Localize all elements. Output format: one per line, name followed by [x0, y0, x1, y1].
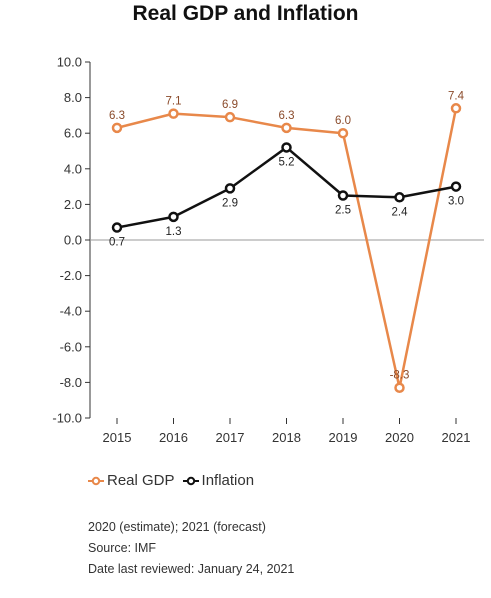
y-tick-label: -6.0 — [60, 339, 82, 354]
data-label-inflation: 0.7 — [109, 237, 125, 249]
inflation-legend-marker-icon — [182, 476, 199, 485]
x-tick-label: 2016 — [159, 430, 188, 445]
data-label-real-gdp: 6.9 — [222, 99, 238, 111]
y-tick-label: 4.0 — [64, 161, 82, 176]
y-tick-label: -10.0 — [52, 411, 82, 426]
data-label-real-gdp: 6.0 — [335, 115, 351, 127]
legend-label-real-gdp: Real GDP — [107, 472, 175, 489]
data-label-real-gdp: 7.1 — [166, 96, 182, 108]
note-estimate: 2020 (estimate); 2021 (forecast) — [88, 520, 266, 534]
data-label-inflation: 5.2 — [279, 156, 295, 168]
data-label-real-gdp: 7.4 — [448, 90, 465, 102]
line-chart: 10.0 8.0 6.0 4.0 2.0 0.0 -2.0 -4.0 -6.0 -8.0 -10.0… — [52, 55, 484, 445]
data-label-inflation: 2.5 — [335, 205, 351, 217]
data-point-real-gdp — [224, 111, 236, 123]
x-tick-label: 2018 — [272, 430, 301, 445]
data-label-inflation: 2.9 — [222, 197, 238, 209]
data-point-inflation — [394, 192, 405, 203]
data-point-inflation — [281, 142, 292, 153]
x-tick-label: 2021 — [442, 430, 471, 445]
data-point-inflation — [337, 190, 349, 201]
data-label-real-gdp: 6.3 — [109, 110, 125, 122]
data-point-real-gdp — [450, 103, 462, 114]
legend-label-inflation: Inflation — [201, 472, 255, 489]
y-tick-label: 2.0 — [64, 197, 82, 212]
x-tick-label: 2017 — [216, 430, 245, 445]
chart-notes: 2020 (estimate); 2021 (forecast) Source:… — [88, 517, 294, 580]
data-label-real-gdp: 6.3 — [279, 110, 295, 122]
data-point-inflation — [224, 183, 236, 194]
data-point-inflation — [111, 222, 123, 233]
data-label-real-gdp: -8.3 — [390, 370, 410, 382]
data-point-real-gdp — [111, 122, 123, 134]
x-tick-label: 2015 — [103, 430, 132, 445]
real-gdp-legend-marker-icon — [88, 476, 104, 485]
y-tick-label: 6.0 — [64, 126, 82, 141]
y-tick-label: -8.0 — [60, 375, 82, 390]
data-point-real-gdp — [281, 122, 292, 134]
note-date-reviewed: Date last reviewed: January 24, 2021 — [88, 562, 295, 576]
data-label-inflation: 2.4 — [392, 206, 409, 218]
y-tick-label: -2.0 — [60, 268, 82, 283]
y-tick-label: 8.0 — [64, 90, 82, 105]
y-tick-label: -4.0 — [60, 304, 82, 319]
data-point-inflation — [168, 211, 179, 223]
data-point-inflation — [450, 181, 462, 192]
y-tick-label: 0.0 — [64, 233, 82, 248]
data-label-inflation: 3.0 — [448, 196, 464, 208]
legend-item-real-gdp[interactable]: Real GDP — [88, 472, 175, 489]
y-tick-label: 10.0 — [57, 55, 82, 70]
x-tick-label: 2019 — [329, 430, 358, 445]
data-label-inflation: 1.3 — [166, 226, 182, 238]
legend-item-inflation[interactable]: Inflation — [182, 472, 255, 489]
x-tick-label: 2020 — [385, 430, 414, 445]
note-source: Source: IMF — [88, 541, 157, 555]
data-point-real-gdp — [168, 108, 179, 119]
data-point-real-gdp — [337, 127, 349, 139]
chart-title: Real GDP and Inflation — [132, 2, 359, 25]
data-point-real-gdp — [394, 382, 405, 393]
chart-legend: Real GDP Inflation — [88, 472, 254, 489]
